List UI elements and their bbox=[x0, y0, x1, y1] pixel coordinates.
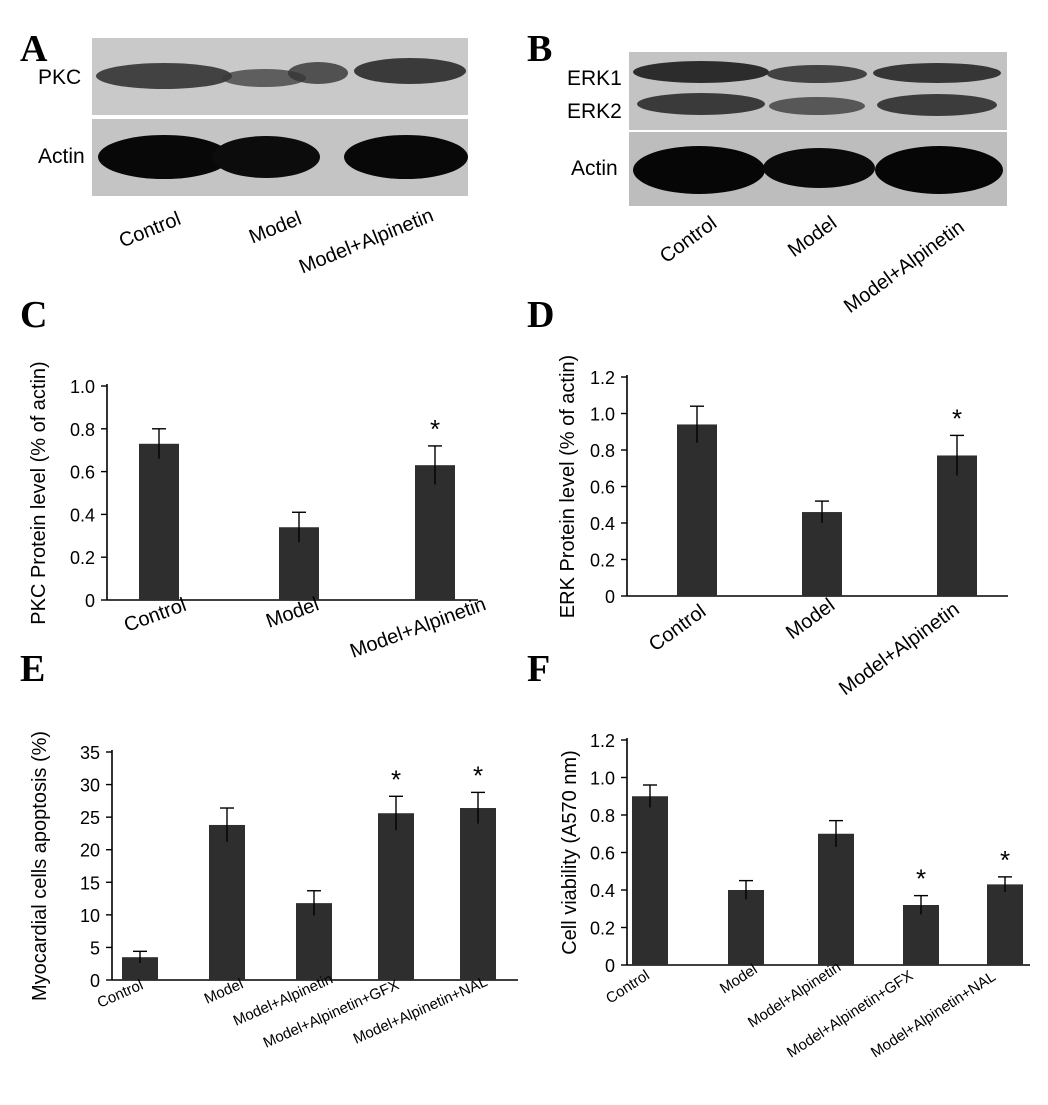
pkc-bands bbox=[96, 58, 466, 89]
bar-f bbox=[818, 833, 854, 965]
bar-d bbox=[677, 424, 717, 596]
bar-d bbox=[802, 512, 842, 596]
significance-mark-e: * bbox=[473, 760, 483, 790]
erk-bands bbox=[633, 61, 1001, 116]
y-tick-label-e: 0 bbox=[90, 971, 100, 991]
category-label-c: Model+Alpinetin bbox=[347, 593, 489, 663]
y-tick-label-c: 0.6 bbox=[70, 463, 95, 483]
y-tick-label-f: 0.8 bbox=[590, 806, 615, 826]
bar-e bbox=[296, 903, 332, 980]
y-tick-label-c: 0.8 bbox=[70, 420, 95, 440]
panel-letter-b: B bbox=[527, 28, 553, 70]
y-tick-label-c: 0.4 bbox=[70, 505, 95, 525]
y-tick-label-f: 0.4 bbox=[590, 881, 615, 901]
y-tick-label-e: 35 bbox=[80, 743, 100, 763]
significance-mark-f: * bbox=[916, 864, 926, 894]
bar-f bbox=[987, 884, 1023, 965]
category-label-d: Control bbox=[645, 600, 710, 656]
y-axis-title-d: ERK Protein level (% of actin) bbox=[557, 355, 579, 618]
bar-f bbox=[632, 796, 668, 965]
panel-letter-f: F bbox=[527, 648, 551, 690]
panel-letter-d: D bbox=[527, 294, 555, 336]
y-tick-label-e: 20 bbox=[80, 841, 100, 861]
bar-e bbox=[460, 808, 496, 980]
y-axis-title-c: PKC Protein level (% of actin) bbox=[28, 361, 50, 624]
bar-d bbox=[937, 455, 977, 596]
category-label-d: Model bbox=[782, 594, 839, 644]
y-axis-title-f: Cell viability (A570 nm) bbox=[559, 750, 581, 955]
y-tick-label-d: 0.8 bbox=[590, 441, 615, 461]
erk-blot-strip bbox=[629, 52, 1007, 130]
y-tick-label-f: 0.2 bbox=[590, 919, 615, 939]
significance-mark-c: * bbox=[430, 414, 440, 444]
y-tick-label-d: 1.2 bbox=[590, 368, 615, 388]
category-label-d: Model+Alpinetin bbox=[835, 598, 964, 700]
actin-bands-b bbox=[633, 146, 1003, 194]
y-tick-label-c: 1.0 bbox=[70, 377, 95, 397]
blot-label-pkc: PKC bbox=[38, 66, 82, 89]
y-tick-label-d: 0.2 bbox=[590, 551, 615, 571]
y-tick-label-f: 0.6 bbox=[590, 844, 615, 864]
y-tick-label-e: 5 bbox=[90, 938, 100, 958]
y-tick-label-e: 15 bbox=[80, 873, 100, 893]
actin-bands-a bbox=[98, 135, 468, 179]
y-tick-label-d: 1.0 bbox=[590, 405, 615, 425]
bar-c bbox=[139, 443, 179, 600]
bar-e bbox=[122, 957, 158, 980]
bar-c bbox=[415, 465, 455, 600]
y-tick-label-d: 0.4 bbox=[590, 514, 615, 534]
category-label-e: Model+Alpinetin+NAL bbox=[351, 973, 490, 1048]
bar-e bbox=[378, 813, 414, 980]
y-tick-label-d: 0 bbox=[605, 587, 615, 607]
panel-letter-a: A bbox=[20, 28, 48, 70]
y-tick-label-c: 0 bbox=[85, 591, 95, 611]
pkc-blot-strip bbox=[92, 38, 468, 115]
blot-label-erk1: ERK1 bbox=[567, 67, 622, 90]
actin-blot-strip-b bbox=[629, 132, 1007, 206]
y-tick-label-f: 1.0 bbox=[590, 769, 615, 789]
y-tick-label-e: 30 bbox=[80, 776, 100, 796]
actin-blot-strip-a bbox=[92, 119, 468, 196]
panel-letter-c: C bbox=[20, 294, 48, 336]
bar-f bbox=[903, 905, 939, 965]
blot-label-actin-b: Actin bbox=[571, 157, 618, 180]
y-tick-label-c: 0.2 bbox=[70, 548, 95, 568]
blot-label-erk2: ERK2 bbox=[567, 100, 622, 123]
blot-label-actin-a: Actin bbox=[38, 145, 85, 168]
significance-mark-f: * bbox=[1000, 845, 1010, 875]
significance-mark-d: * bbox=[952, 403, 962, 433]
y-axis-title-e: Myocardial cells apoptosis (%) bbox=[29, 731, 51, 1001]
significance-mark-e: * bbox=[391, 764, 401, 794]
category-label-f: Model bbox=[717, 961, 761, 998]
bar-f bbox=[728, 890, 764, 965]
y-tick-label-e: 25 bbox=[80, 808, 100, 828]
panel-letter-e: E bbox=[20, 648, 46, 690]
y-tick-label-f: 0 bbox=[605, 956, 615, 976]
y-tick-label-e: 10 bbox=[80, 906, 100, 926]
y-tick-label-d: 0.6 bbox=[590, 478, 615, 498]
y-tick-label-f: 1.2 bbox=[590, 731, 615, 751]
category-label-e: Control bbox=[95, 976, 146, 1011]
bar-e bbox=[209, 824, 245, 980]
